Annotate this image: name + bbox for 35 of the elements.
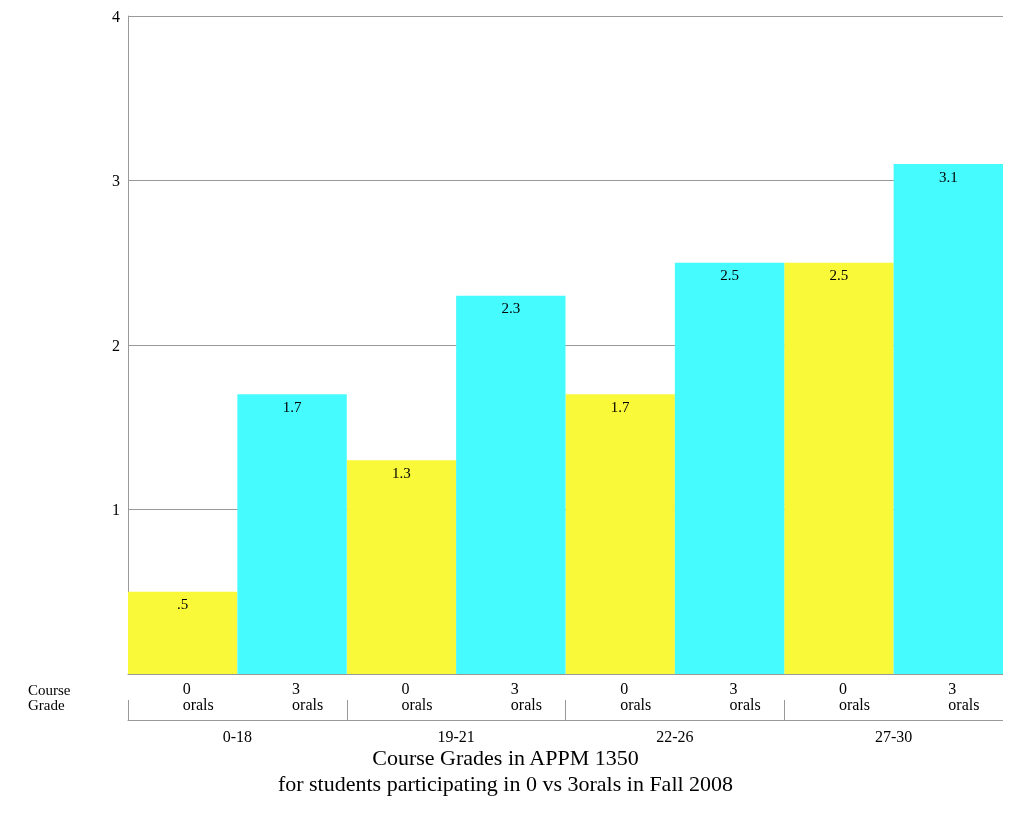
bar <box>893 164 1003 674</box>
data-label: .5 <box>177 596 189 613</box>
data-label: 3.1 <box>938 168 958 185</box>
text: for students participating in 0 vs 3orals in Fall 2008 <box>277 770 734 796</box>
bar <box>784 262 894 674</box>
bar <box>128 591 238 674</box>
text: 0 orals <box>401 679 433 713</box>
x-tick-label: 27-30 <box>874 727 913 745</box>
text: 0 orals <box>620 679 652 713</box>
x-tick-label: 22-26 <box>656 727 694 745</box>
data-label: 1.7 <box>610 398 631 415</box>
bar <box>456 295 566 674</box>
x-tick-label: 19-21 <box>437 727 475 745</box>
text: Course Grades in APPM 1350 <box>372 744 639 770</box>
y-tick-label: 1 <box>112 501 120 518</box>
bar <box>565 394 675 674</box>
text: 3 orals <box>510 679 542 713</box>
data-label: 2.5 <box>829 267 849 284</box>
series-label: 3 orals <box>292 679 324 713</box>
bar <box>674 262 785 674</box>
bar <box>346 460 457 674</box>
series-label: 0 orals <box>182 679 214 713</box>
data-label: 1.7 <box>282 398 302 415</box>
text: 3 orals <box>729 679 761 713</box>
bar <box>237 394 347 674</box>
y-tick-label: 3 <box>112 172 120 189</box>
x-tick-label: 0-18 <box>222 727 253 745</box>
data-label: 1.3 <box>392 464 411 481</box>
data-label: 2.5 <box>720 267 739 284</box>
y-tick-label: 2 <box>112 336 120 354</box>
data-label: 2.3 <box>501 300 521 317</box>
text: 3 orals <box>948 679 980 713</box>
y-tick-label: 4 <box>112 7 120 25</box>
text: 0 orals <box>838 679 871 713</box>
y-axis-title: Course Grade <box>28 681 71 713</box>
